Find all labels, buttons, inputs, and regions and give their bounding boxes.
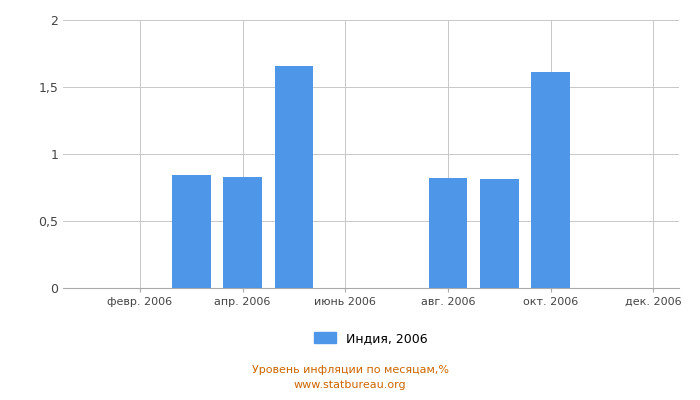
Bar bbox=[428, 178, 467, 288]
Text: Уровень инфляции по месяцам,%
www.statbureau.org: Уровень инфляции по месяцам,% www.statbu… bbox=[251, 365, 449, 390]
Bar bbox=[531, 72, 570, 288]
Bar bbox=[172, 176, 211, 288]
Bar bbox=[274, 66, 314, 288]
Bar bbox=[223, 177, 262, 288]
Legend: Индия, 2006: Индия, 2006 bbox=[314, 332, 428, 345]
Bar bbox=[480, 180, 519, 288]
